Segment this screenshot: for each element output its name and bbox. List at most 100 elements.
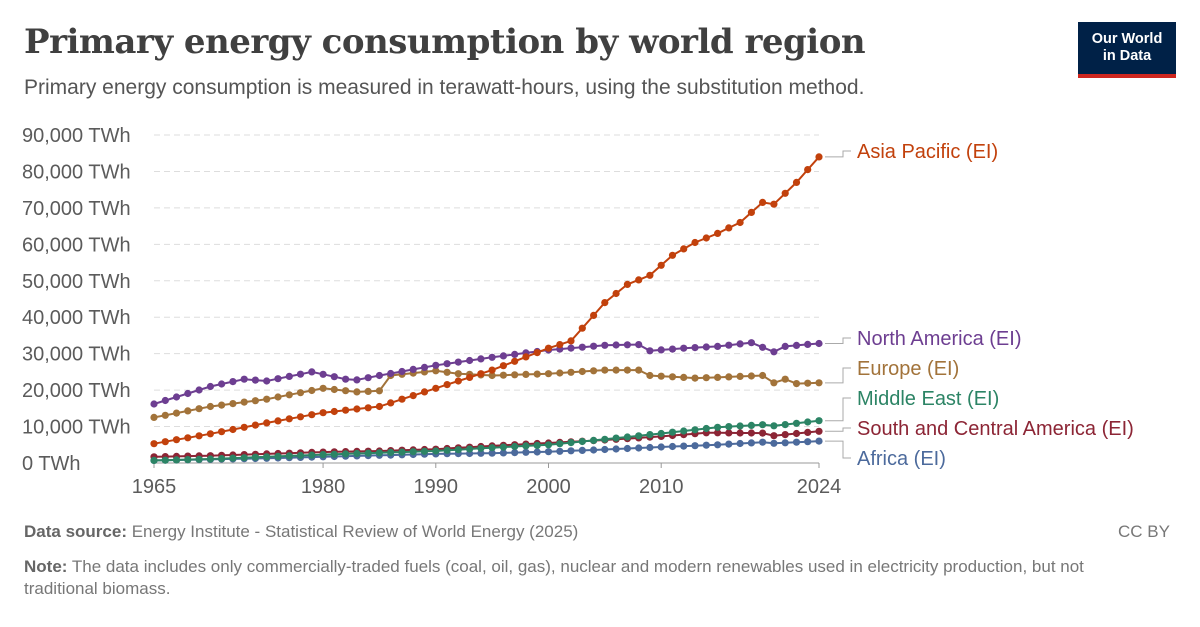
data-point xyxy=(747,429,756,437)
data-point xyxy=(759,438,767,446)
data-point xyxy=(330,407,338,416)
label-connector xyxy=(825,440,851,459)
series-label: Asia Pacific (EI) xyxy=(857,141,998,163)
license-link[interactable]: CC BY xyxy=(1118,522,1170,541)
data-point xyxy=(375,387,383,395)
data-point xyxy=(725,423,733,431)
data-point xyxy=(792,429,801,438)
data-point xyxy=(353,388,361,396)
data-point xyxy=(601,299,609,307)
data-point xyxy=(533,448,541,456)
data-point xyxy=(635,444,643,452)
data-point xyxy=(466,373,474,381)
data-point xyxy=(161,396,169,405)
data-point xyxy=(172,456,181,464)
data-point xyxy=(432,384,440,392)
data-point xyxy=(544,370,553,378)
data-point xyxy=(691,374,699,382)
data-point xyxy=(184,456,192,464)
data-point xyxy=(578,343,586,351)
data-point xyxy=(815,153,823,161)
label-connector xyxy=(825,427,851,432)
y-tick-label: 40,000 TWh xyxy=(22,307,131,329)
data-point xyxy=(353,405,361,413)
data-point xyxy=(195,455,203,463)
data-point xyxy=(296,389,305,397)
data-point xyxy=(330,373,338,381)
data-point xyxy=(206,455,214,463)
data-point xyxy=(657,261,665,269)
data-point xyxy=(488,353,496,361)
data-point xyxy=(466,445,474,453)
data-point xyxy=(263,377,271,385)
data-point xyxy=(578,367,586,376)
data-point xyxy=(623,366,632,374)
chart-title: Primary energy consumption by world regi… xyxy=(24,22,866,62)
data-point xyxy=(635,341,643,349)
data-point xyxy=(522,353,530,361)
data-point xyxy=(556,369,564,377)
series-label: Middle East (EI) xyxy=(857,388,999,410)
data-point xyxy=(488,449,496,457)
data-point xyxy=(623,280,632,288)
data-point xyxy=(477,444,485,452)
data-point xyxy=(488,366,496,374)
data-point xyxy=(296,413,305,421)
data-point xyxy=(759,198,767,206)
data-point xyxy=(150,440,158,448)
data-point xyxy=(815,417,823,425)
owid-logo[interactable]: Our World in Data xyxy=(1078,22,1176,78)
data-point xyxy=(251,421,259,429)
data-point xyxy=(556,447,564,455)
data-point xyxy=(184,389,192,398)
data-point xyxy=(747,208,756,216)
data-point xyxy=(804,379,812,387)
data-point xyxy=(567,439,575,447)
data-point xyxy=(285,391,293,399)
data-point xyxy=(161,456,169,464)
data-point xyxy=(206,402,214,411)
data-point xyxy=(420,363,429,371)
data-source-text[interactable]: Energy Institute - Statistical Review of… xyxy=(131,522,579,541)
data-point xyxy=(781,421,789,429)
data-point xyxy=(702,343,710,351)
data-point xyxy=(443,446,451,454)
series-label: Africa (EI) xyxy=(857,448,946,470)
logo-line-1: Our World xyxy=(1091,31,1163,47)
data-point xyxy=(635,276,643,284)
data-point xyxy=(623,444,632,453)
label-connector xyxy=(825,150,851,158)
data-point xyxy=(725,224,733,232)
data-point xyxy=(330,385,338,394)
data-point xyxy=(770,200,778,208)
y-tick-label: 20,000 TWh xyxy=(22,380,131,402)
data-point xyxy=(218,455,226,463)
data-point xyxy=(646,271,654,279)
data-point xyxy=(364,449,372,457)
chart-subtitle: Primary energy consumption is measured i… xyxy=(24,76,865,99)
data-point xyxy=(759,421,767,429)
data-point xyxy=(770,348,778,356)
data-point xyxy=(680,442,688,450)
data-point xyxy=(387,399,395,407)
data-point xyxy=(612,445,620,453)
data-point xyxy=(533,441,541,449)
data-point xyxy=(420,388,429,396)
label-connector xyxy=(825,337,851,344)
data-point xyxy=(657,443,665,451)
data-point xyxy=(387,369,395,378)
y-tick-label: 10,000 TWh xyxy=(22,417,131,439)
data-point xyxy=(680,245,688,253)
data-point xyxy=(646,371,654,380)
data-point xyxy=(544,441,553,449)
logo-line-2: in Data xyxy=(1102,48,1152,64)
x-tick-label: 1965 xyxy=(132,476,177,498)
data-point xyxy=(770,379,778,387)
x-tick-label: 1990 xyxy=(414,476,459,498)
data-point xyxy=(522,442,530,450)
data-point xyxy=(263,419,271,427)
data-point xyxy=(691,426,699,434)
data-point xyxy=(511,449,519,457)
data-point xyxy=(319,370,327,378)
data-point xyxy=(432,367,440,375)
